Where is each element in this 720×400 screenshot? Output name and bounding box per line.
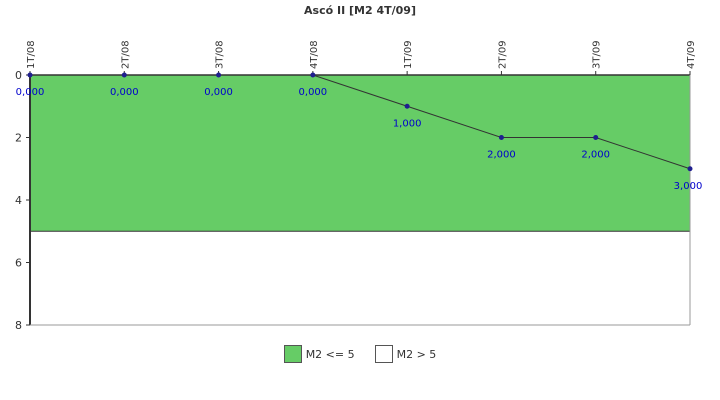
x-tick-label: 3T/08 xyxy=(215,40,226,69)
data-point xyxy=(310,72,316,78)
data-point xyxy=(404,103,410,109)
legend-swatch-band-1 xyxy=(374,345,393,363)
band-0 xyxy=(30,75,690,232)
data-label: 0,000 xyxy=(204,87,233,98)
y-tick-label: 0 xyxy=(15,69,22,82)
x-tick-label: 2T/08 xyxy=(120,40,131,69)
series-line xyxy=(30,74,691,170)
legend-label-band-1: M2 > 5 xyxy=(396,347,437,361)
data-point xyxy=(498,135,504,140)
x-tick-label: 1T/08 xyxy=(26,40,37,69)
y-tick-label: 2 xyxy=(15,132,22,145)
legend: M2 <= 5 M2 > 5 xyxy=(0,345,720,363)
data-point xyxy=(593,135,599,140)
band-1 xyxy=(30,231,690,325)
y-tick-label: 4 xyxy=(15,194,22,207)
data-label: 3,000 xyxy=(674,181,703,192)
data-label: 1,000 xyxy=(393,118,422,129)
data-label: 0,000 xyxy=(16,87,45,98)
x-tick-label: 2T/09 xyxy=(497,40,508,69)
y-tick-label: 6 xyxy=(15,257,22,270)
data-label: 0,000 xyxy=(110,87,139,98)
chart-title: Ascó II [M2 4T/09] xyxy=(304,4,416,17)
data-label: 2,000 xyxy=(581,150,610,161)
data-label: 0,000 xyxy=(299,87,328,98)
x-tick-label: 3T/09 xyxy=(592,40,603,69)
legend-swatch-band-0 xyxy=(283,345,302,363)
legend-item-band-0: M2 <= 5 xyxy=(283,345,355,363)
data-point xyxy=(216,72,222,78)
data-point xyxy=(687,166,693,172)
data-point xyxy=(121,72,127,78)
legend-label-band-0: M2 <= 5 xyxy=(305,347,355,361)
y-tick-label: 8 xyxy=(15,319,22,332)
legend-item-band-1: M2 > 5 xyxy=(374,345,437,363)
data-point xyxy=(27,72,33,78)
x-tick-label: 4T/08 xyxy=(309,40,320,69)
x-tick-label: 4T/09 xyxy=(686,40,697,69)
x-tick-label: 1T/09 xyxy=(403,40,414,69)
data-label: 2,000 xyxy=(487,150,516,161)
